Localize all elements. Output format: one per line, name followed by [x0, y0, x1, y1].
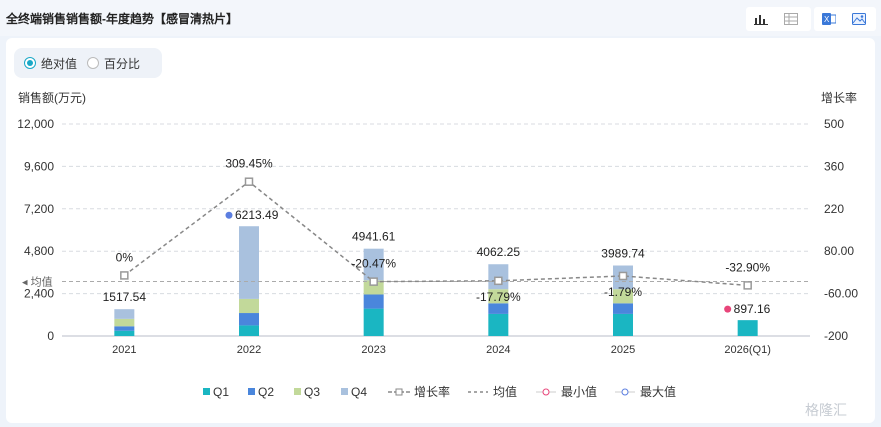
bar-q2 [363, 294, 384, 309]
y-tick-left: 4,800 [24, 244, 54, 258]
y-tick-left: 0 [47, 329, 54, 343]
legend-swatch-marker [395, 388, 403, 396]
legend-label: 增长率 [414, 384, 450, 399]
growth-label: -20.47% [351, 257, 396, 271]
x-tick-label: 2026(Q1) [724, 344, 770, 356]
growth-point [120, 271, 129, 280]
legend-swatch [248, 388, 255, 395]
bar-q1 [613, 313, 633, 336]
y-tick-right: -200 [824, 329, 848, 343]
mode-selector: 绝对值 百分比 [14, 48, 162, 78]
growth-label: -1.79% [604, 285, 642, 299]
legend-label: 均值 [493, 384, 517, 399]
growth-point [369, 277, 378, 286]
growth-label: -32.90% [725, 260, 770, 274]
average-label: ◂ 均值 [22, 275, 53, 288]
bar-q4 [114, 309, 135, 319]
y-tick-left: 2,400 [24, 287, 54, 301]
mode-absolute-label: 绝对值 [41, 56, 78, 71]
bar-q3 [488, 289, 509, 304]
growth-label: -17.79% [476, 290, 521, 304]
bar-q1 [488, 313, 509, 336]
y-tick-right: 360 [824, 159, 844, 173]
bar-q4 [239, 226, 259, 299]
y-axis-right-title: 增长率 [821, 90, 857, 105]
y-tick-left: 7,200 [24, 202, 54, 216]
bar-q1 [114, 330, 135, 336]
bar-q3 [613, 289, 633, 304]
y-tick-right: 500 [824, 117, 844, 131]
growth-line [123, 180, 748, 287]
y-tick-right: -60.00 [824, 287, 858, 301]
min-marker [724, 305, 732, 313]
x-tick-label: 2022 [237, 344, 261, 356]
total-label: 4062.25 [477, 245, 521, 259]
radio-unchecked-icon [87, 57, 100, 69]
bar-q1 [239, 325, 259, 336]
y-tick-left: 12,000 [17, 117, 54, 131]
legend-swatch [341, 388, 348, 395]
total-label: 4941.61 [352, 230, 396, 244]
bar-q1 [737, 320, 758, 336]
legend-label: 最大值 [640, 384, 676, 399]
y-axis-left-title: 销售额(万元) [18, 90, 86, 105]
growth-point [743, 281, 752, 290]
mode-percent-label: 百分比 [104, 56, 141, 71]
bar-q2 [488, 303, 509, 314]
view-toolbar [746, 7, 811, 31]
legend-swatch [294, 388, 301, 395]
chart-card [6, 38, 875, 423]
bar-q2 [613, 303, 633, 314]
max-marker [225, 211, 233, 219]
mode-percent-radio[interactable]: 百分比 [87, 55, 140, 72]
growth-label: 309.45% [225, 157, 273, 171]
radio-checked-icon [24, 57, 36, 69]
y-tick-left: 9,600 [24, 159, 54, 173]
legend-label: Q4 [351, 385, 367, 399]
mode-absolute-radio[interactable]: 绝对值 [24, 55, 77, 72]
x-tick-label: 2025 [611, 344, 635, 356]
total-label: 6213.49 [235, 208, 279, 222]
total-label: 3989.74 [601, 247, 645, 261]
svg-text:X: X [824, 15, 830, 24]
legend-label: Q2 [258, 385, 274, 399]
x-tick-label: 2024 [486, 344, 510, 356]
total-label: 1517.54 [103, 290, 147, 304]
legend-swatch-marker [542, 388, 550, 396]
bar-q1 [363, 308, 384, 336]
bar-chart-icon[interactable] [746, 7, 776, 31]
legend-swatch [203, 388, 210, 395]
bar-q2 [239, 313, 259, 326]
excel-icon[interactable]: X [814, 7, 844, 31]
growth-point [244, 177, 254, 186]
bar-q3 [239, 298, 259, 314]
bar-q2 [114, 326, 135, 331]
chart-title: 全终端销售销售额-年度趋势【感冒清热片】 [6, 12, 238, 26]
growth-point [618, 271, 628, 281]
bar-q3 [363, 280, 384, 295]
legend-label: Q3 [304, 385, 320, 399]
x-tick-label: 2023 [361, 344, 385, 356]
bar-q3 [114, 318, 135, 327]
legend-label: Q1 [213, 385, 229, 399]
y-tick-right: 220 [824, 202, 844, 216]
watermark: 格隆汇 [805, 402, 847, 418]
image-icon[interactable] [844, 7, 874, 31]
growth-point [494, 276, 503, 286]
table-icon[interactable] [776, 7, 806, 31]
bar-q4 [363, 248, 384, 281]
legend-label: 最小值 [561, 384, 597, 399]
export-toolbar: X [814, 7, 876, 31]
legend-swatch-marker [621, 388, 629, 396]
growth-label: 0% [116, 250, 134, 264]
x-tick-label: 2021 [112, 344, 136, 356]
total-label: 897.16 [734, 302, 771, 316]
y-tick-right: 80.00 [824, 244, 854, 258]
chart-header: 全终端销售销售额-年度趋势【感冒清热片】 X [0, 0, 881, 36]
